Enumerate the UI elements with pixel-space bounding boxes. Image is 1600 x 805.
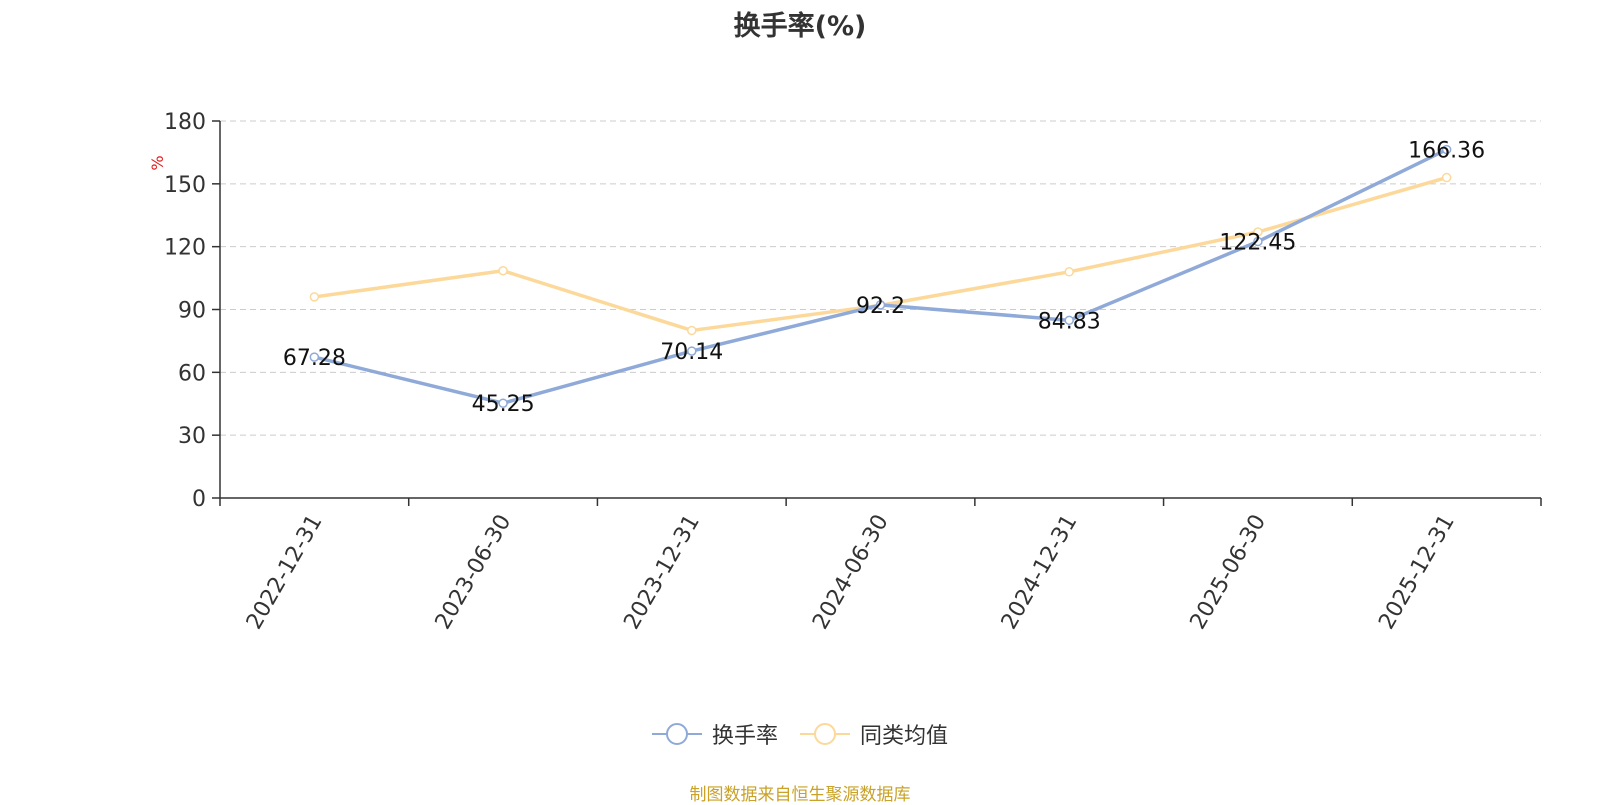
point-peer-average-2022-12-31 — [309, 292, 320, 302]
point-turnover-2023-06-30 — [498, 398, 508, 408]
point-turnover-2022-12-31 — [309, 352, 320, 362]
y-tick-label-60: 60 — [178, 361, 206, 386]
series-line-turnover — [313, 147, 1448, 405]
point-turnover-2024-06-30 — [875, 300, 886, 310]
y-axis-unit: % — [148, 155, 167, 170]
point-turnover-2025-12-31 — [1441, 144, 1452, 155]
y-tick-label-30: 30 — [178, 424, 206, 449]
point-turnover-2024-12-31 — [1064, 315, 1074, 326]
data-label-turnover-2022-12-31: 67.28 — [283, 346, 346, 371]
y-tick-label-0: 0 — [192, 487, 206, 512]
chart-title: 换手率(%) — [733, 11, 867, 42]
legend-label-peer-average: 同类均值 — [860, 724, 949, 749]
legend-label-turnover: 换手率 — [711, 724, 778, 749]
y-tick-label-90: 90 — [178, 299, 206, 324]
point-peer-average-2025-12-31 — [1441, 172, 1452, 183]
y-tick-label-180: 180 — [164, 110, 206, 135]
legend-item-peer-average[interactable]: 同类均值 — [800, 718, 948, 750]
x-tick-label-2024-12-31: 2024-12-31 — [997, 511, 1083, 634]
point-peer-average-2024-12-31 — [1064, 267, 1074, 277]
source-note: 制图数据来自恒生聚源数据库 — [689, 785, 911, 805]
point-peer-average-2023-12-31 — [687, 325, 697, 336]
x-tick-label-2022-12-31: 2022-12-31 — [242, 511, 328, 634]
x-tick-label-2023-06-30: 2023-06-30 — [431, 510, 517, 633]
x-tick-label-2025-06-30: 2025-06-30 — [1186, 511, 1272, 634]
x-tick-label-2023-12-31: 2023-12-31 — [619, 511, 705, 634]
legend: 换手率 同类均值 — [0, 718, 1600, 750]
point-peer-average-2023-06-30 — [498, 266, 508, 276]
legend-symbol-peer-average — [800, 723, 850, 745]
data-label-turnover-2025-06-30: 122.45 — [1219, 231, 1296, 256]
y-tick-label-120: 120 — [164, 236, 206, 261]
data-label-turnover-2023-12-31: 70.14 — [660, 340, 723, 365]
legend-item-turnover[interactable]: 换手率 — [651, 718, 778, 750]
x-tick-label-2024-06-30: 2024-06-30 — [808, 511, 894, 634]
data-label-turnover-2024-06-30: 92.2 — [856, 294, 905, 319]
legend-symbol-turnover — [651, 723, 702, 745]
point-turnover-2025-06-30 — [1253, 236, 1263, 247]
point-turnover-2023-12-31 — [687, 346, 697, 356]
x-tick-label-2025-12-31: 2025-12-31 — [1374, 511, 1460, 634]
data-label-turnover-2023-06-30: 45.25 — [472, 392, 535, 417]
y-tick-label-150: 150 — [164, 173, 206, 198]
data-label-turnover-2024-12-31: 84.83 — [1038, 309, 1101, 334]
point-peer-average-2025-06-30 — [1253, 227, 1263, 237]
data-label-turnover-2025-12-31: 166.36 — [1408, 139, 1485, 164]
